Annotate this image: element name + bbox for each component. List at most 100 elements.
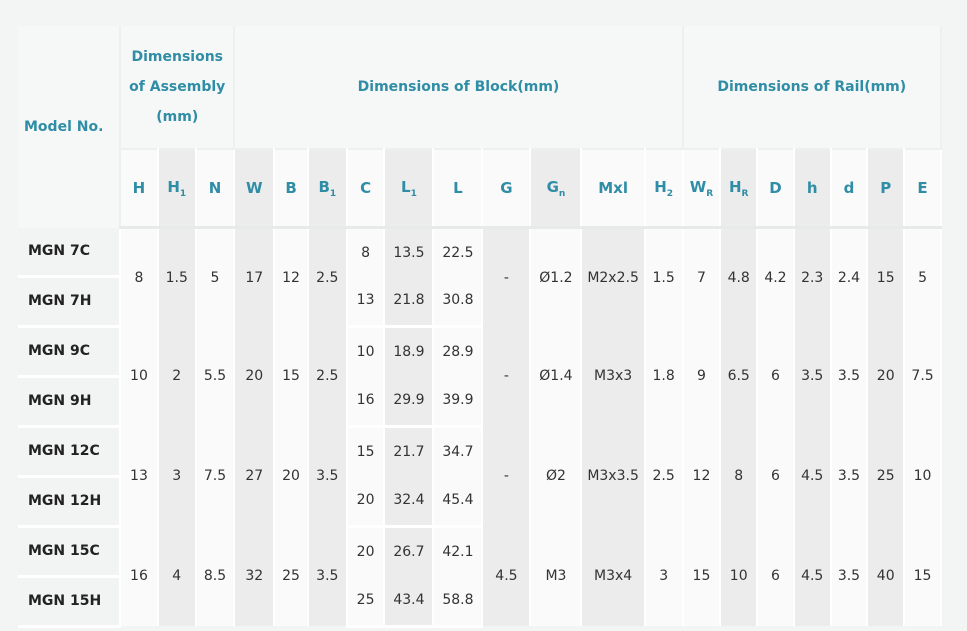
dim-h1-cell: 3 (157, 426, 197, 526)
column-header: E (904, 148, 942, 229)
table-row: MGN 7C 8 1.5 5 17 12 2.5 8 13.5 22.5- Ø1.2 M2x2.5 1.… (18, 227, 942, 326)
column-symbol: E (917, 179, 928, 197)
dim-hr-cell: 10 (720, 526, 759, 626)
column-header: HR (720, 148, 759, 229)
dim-n-cell: 5 (195, 227, 236, 326)
column-symbol: C (360, 179, 372, 197)
dim-b1-cell: 2.5 (307, 326, 348, 426)
model-name-cell: MGN 7C (18, 227, 122, 278)
dim-d-cell: 6 (757, 526, 795, 626)
column-header: h (793, 148, 832, 229)
block-dimensions-header: Dimensions of Block(mm) (234, 26, 684, 149)
dim-h-cell: 2.3 (793, 227, 832, 326)
column-header: C (346, 148, 386, 229)
column-header: W (234, 148, 276, 229)
column-symbol: L (453, 179, 463, 197)
dim-h1-cell: 1.5 (157, 227, 197, 326)
dim-b-cell: 25 (274, 526, 309, 626)
dim-e-cell: 10 (904, 426, 942, 526)
column-subscript: n (558, 188, 566, 199)
column-symbol: H (654, 177, 667, 196)
dim-c-cell: 8 (346, 227, 386, 276)
dim-p-cell: 25 (867, 426, 906, 526)
model-name-cell: MGN 15H (18, 576, 122, 628)
dim-h-cell: 4.5 (793, 526, 832, 626)
dim-c-cell: 20 (346, 526, 386, 576)
dim-n-cell: 5.5 (195, 326, 236, 426)
column-header: WR (682, 148, 722, 229)
column-header: B (274, 148, 309, 229)
dim-w-cell: 32 (234, 526, 276, 626)
column-subscript: 1 (179, 188, 187, 199)
dim-gn-cell: Ø1.2 (530, 227, 583, 326)
dim-l-cell: 30.8 (433, 276, 484, 328)
table-row: MGN 9H 16 29.9 39.9 (18, 376, 941, 428)
column-header: H1 (157, 148, 197, 229)
dim-b-cell: 12 (274, 227, 309, 326)
column-header: B1 (307, 148, 348, 229)
dim-d-cell: 6 (757, 326, 795, 426)
dim-c-cell: 20 (346, 476, 386, 528)
table-row: MGN 9C 10 2 5.5 20 15 2.5 10 18.9 28.9- Ø1.4 M3x3 1.… (18, 326, 942, 426)
column-symbol: P (880, 179, 892, 197)
dim-l-cell: 34.7 (433, 426, 484, 476)
dim-h2-cell: 3 (644, 526, 684, 626)
dim-w-cell: 27 (234, 426, 276, 526)
assembly-dimensions-header: Dimensions of Assembly (mm) (120, 26, 236, 149)
dim-l-cell: 39.9 (433, 376, 484, 428)
column-symbol: L (401, 177, 411, 196)
column-subscript: R (706, 188, 714, 199)
dim-p-cell: 40 (867, 526, 906, 626)
table-row: MGN 15C 16 4 8.5 32 25 3.5 20 26.7 42.1 4.5 M3 M3x4 3… (18, 526, 942, 626)
dim-h-cell: 16 (120, 526, 159, 626)
column-symbol: H (728, 177, 742, 196)
column-symbol: W (246, 179, 263, 197)
column-header: H (120, 148, 159, 229)
dim-e-cell: 5 (904, 227, 942, 326)
dim-d-cell: 6 (757, 426, 795, 526)
spec-table-panel: Model No. Dimensions of Assembly (mm) Di… (18, 26, 943, 628)
linear-guide-spec-table: Model No. Dimensions of Assembly (mm) Di… (18, 26, 943, 628)
column-header: d (830, 148, 869, 229)
column-header: P (867, 148, 906, 229)
column-symbol: N (208, 179, 222, 197)
dim-h2-cell: 1.5 (644, 227, 684, 326)
dim-g-cell: - (482, 227, 532, 326)
dim-l1-cell: 21.8 (384, 276, 435, 328)
dim-c-cell: 25 (346, 576, 386, 628)
dim-wr-cell: 15 (682, 526, 722, 626)
column-symbol: W (689, 177, 707, 196)
dim-n-cell: 7.5 (195, 426, 236, 526)
dim-gn-cell: Ø2 (530, 426, 583, 526)
column-subscript: 2 (666, 188, 674, 199)
dim-e-cell: 7.5 (904, 326, 942, 426)
dim-d-cell: 3.5 (830, 326, 869, 426)
column-symbol: B (318, 177, 330, 196)
dim-b1-cell: 3.5 (307, 526, 348, 626)
dim-gn-cell: Ø1.4 (530, 326, 583, 426)
dim-d-cell: 2.4 (830, 227, 869, 326)
dim-hr-cell: 6.5 (720, 326, 759, 426)
dim-h1-cell: 2 (157, 326, 197, 426)
dim-h-cell: 3.5 (793, 326, 832, 426)
dim-h-cell: 8 (120, 227, 159, 326)
dim-l-cell: 42.1 (433, 526, 484, 576)
dim-n-cell: 8.5 (195, 526, 236, 626)
model-name-cell: MGN 12H (18, 476, 122, 528)
dim-d-cell: 3.5 (830, 426, 869, 526)
dim-h-cell: 10 (120, 326, 159, 426)
assembly-header-line-3: (mm) (156, 109, 199, 125)
column-symbol: H (167, 177, 180, 196)
dim-l1-cell: 13.5 (384, 227, 435, 276)
table-row: MGN 12H 20 32.4 45.4 (18, 476, 941, 528)
table-row: MGN 12C 13 3 7.5 27 20 3.5 15 21.7 34.7- Ø2 M3x3.5 2… (18, 426, 942, 526)
dim-h1-cell: 4 (157, 526, 197, 626)
column-header: N (195, 148, 236, 229)
dim-h2-cell: 1.8 (644, 326, 684, 426)
column-symbol: G (546, 177, 559, 196)
table-row: MGN 15H 25 43.4 58.8 (18, 576, 941, 628)
dim-c-cell: 10 (346, 326, 386, 376)
dim-hr-cell: 8 (720, 426, 759, 526)
dim-l-cell: 45.4 (433, 476, 484, 528)
column-subscript: 1 (410, 188, 417, 199)
